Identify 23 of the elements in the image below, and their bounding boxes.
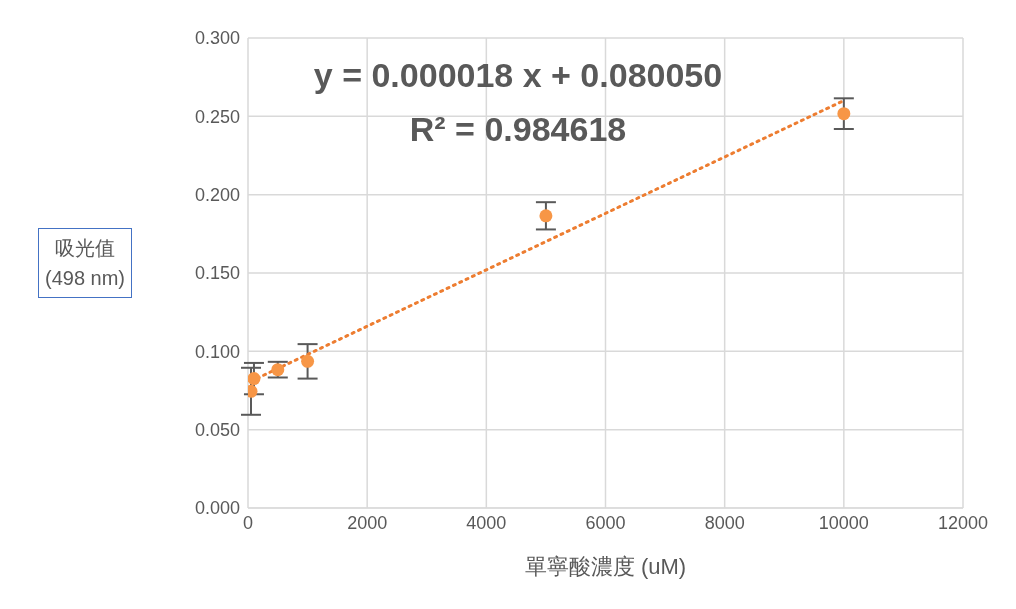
point: [271, 363, 285, 377]
x-tick-label: 10000: [818, 512, 869, 533]
x-axis-title: 單寧酸濃度 (uM): [524, 553, 687, 579]
y-axis-title: 吸光值 (498 nm): [38, 228, 133, 298]
annotation: R² = 0.984618: [409, 110, 627, 148]
x-tick-label: 4000: [466, 512, 507, 533]
point: [301, 354, 315, 368]
y-tick-label: 0.050: [194, 420, 240, 441]
annotation: y = 0.000018 x + 0.080050: [312, 55, 724, 96]
point: [248, 372, 261, 386]
y-tick-label: 0.250: [194, 106, 240, 127]
y-tick-label: 0.150: [194, 263, 240, 284]
x-tick-label: 2000: [347, 512, 388, 533]
point: [539, 209, 553, 223]
x-tick-label: 6000: [585, 512, 626, 533]
y-tick-label: 0.100: [194, 341, 240, 362]
y-tick-label: 0.300: [194, 28, 240, 49]
x-tick-label: 0: [242, 512, 254, 533]
x-tick-label: 12000: [937, 512, 989, 533]
y-tick-label: 0.200: [194, 185, 240, 206]
x-tick-label: 8000: [704, 512, 745, 533]
point: [837, 107, 851, 121]
y-tick-label: 0.000: [194, 498, 240, 519]
